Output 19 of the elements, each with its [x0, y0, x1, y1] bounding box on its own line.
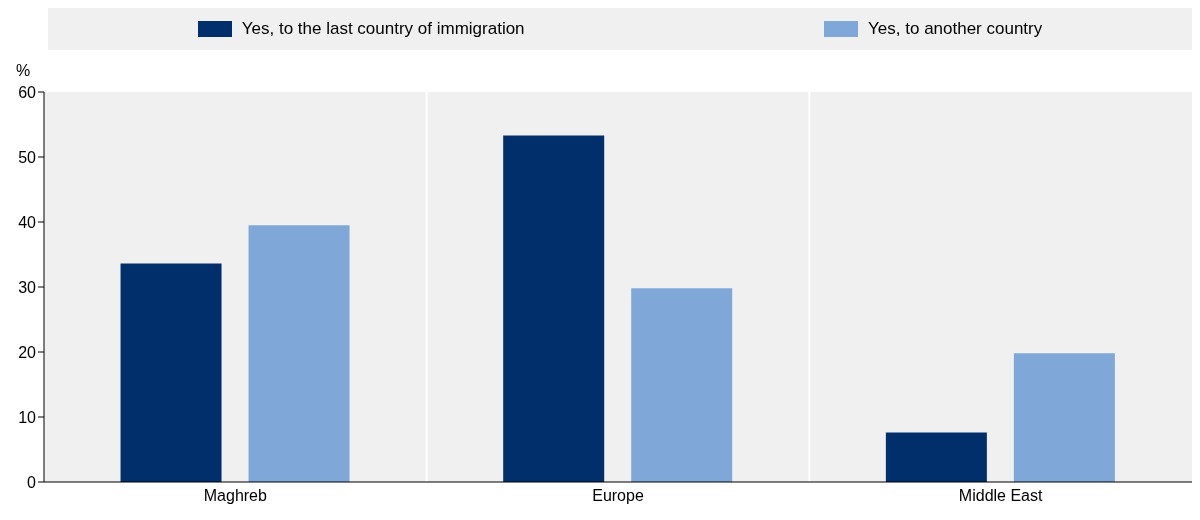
- legend-label: Yes, to the last country of immigration: [241, 19, 525, 39]
- y-tick-label: 60: [18, 83, 37, 101]
- y-axis-title: %: [16, 62, 31, 80]
- y-tick-label: 20: [18, 343, 37, 361]
- y-tick-label: 30: [18, 278, 37, 296]
- x-tick-label: Europe: [592, 487, 644, 505]
- y-tick-label: 50: [18, 148, 37, 166]
- y-tick-label: 10: [18, 408, 37, 426]
- y-tick-label: 0: [27, 473, 37, 491]
- bar: [248, 225, 350, 482]
- bar: [120, 263, 222, 482]
- bar: [885, 432, 987, 482]
- x-tick-label: Maghreb: [203, 487, 268, 505]
- x-tick-label: Middle East: [958, 487, 1044, 505]
- legend-label: Yes, to another country: [868, 19, 1043, 39]
- bar: [631, 288, 733, 482]
- bar: [503, 135, 605, 482]
- y-tick-label: 40: [18, 213, 37, 231]
- bar: [1013, 353, 1115, 482]
